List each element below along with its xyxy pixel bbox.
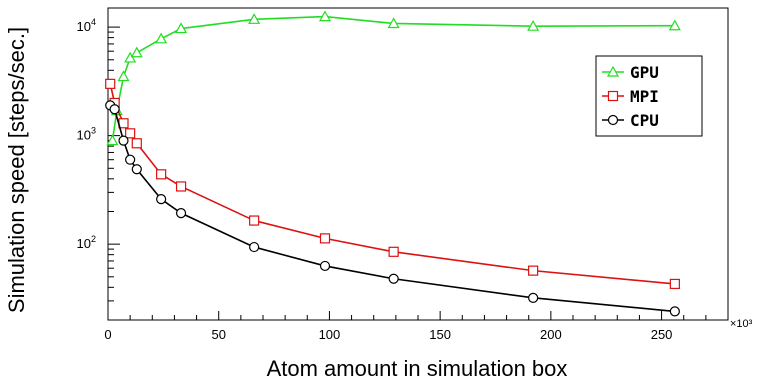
data-point-mpi — [669, 278, 680, 290]
data-point-gpu — [175, 22, 188, 34]
data-point-gpu — [527, 19, 540, 31]
data-point-mpi — [156, 169, 167, 180]
x-axis-multiplier: ×10³ — [730, 318, 753, 330]
data-point-mpi — [175, 181, 187, 192]
data-point-cpu — [175, 208, 187, 219]
y-axis-label: Simulation speed [steps/sec.] — [4, 27, 29, 313]
y-tick-label: 104 — [77, 17, 96, 34]
data-point-gpu — [668, 19, 681, 31]
legend-marker-cpu — [607, 114, 619, 126]
data-point-cpu — [125, 154, 136, 165]
plot-frame — [107, 7, 729, 321]
series-mpi — [105, 78, 680, 290]
data-point-cpu — [388, 273, 399, 284]
x-tick-label: 150 — [429, 327, 451, 342]
x-tick-label: 50 — [211, 327, 225, 342]
series-line-cpu — [109, 104, 675, 313]
x-tick-label: 0 — [104, 327, 111, 342]
series-cpu — [105, 100, 680, 317]
data-point-cpu — [131, 164, 142, 175]
x-axis-label: Atom amount in simulation box — [267, 356, 568, 381]
legend-marker-mpi — [607, 90, 619, 102]
data-point-gpu — [106, 134, 119, 146]
data-point-gpu — [248, 13, 261, 24]
series-line-gpu — [111, 15, 675, 141]
x-tick-label: 200 — [540, 327, 562, 342]
data-point-gpu — [318, 10, 332, 22]
data-point-cpu — [669, 306, 680, 317]
data-point-mpi — [249, 215, 260, 226]
x-tick-label: 250 — [651, 327, 673, 342]
y-tick-label: 103 — [77, 126, 96, 143]
data-point-mpi — [319, 233, 331, 244]
data-point-gpu — [130, 46, 143, 58]
legend-marker-gpu — [606, 65, 620, 77]
data-point-mpi — [528, 265, 539, 276]
legend: GPU MPI CPU — [595, 55, 703, 137]
x-tick-label: 100 — [319, 327, 341, 342]
data-point-mpi — [131, 138, 142, 149]
data-point-gpu — [124, 51, 137, 63]
legend-label-mpi: MPI — [630, 87, 659, 106]
data-point-cpu — [319, 260, 331, 272]
data-point-gpu — [117, 70, 130, 82]
data-point-mpi — [388, 246, 399, 257]
data-point-mpi — [118, 118, 129, 129]
data-point-cpu — [249, 241, 260, 253]
data-point-gpu — [387, 17, 400, 29]
data-point-cpu — [118, 135, 129, 146]
data-point-cpu — [528, 292, 539, 303]
data-point-cpu — [156, 194, 167, 205]
legend-label-gpu: GPU — [630, 63, 659, 82]
series-layer — [105, 10, 681, 317]
series-gpu — [106, 10, 681, 146]
legend-label-cpu: CPU — [630, 111, 659, 130]
data-point-cpu — [109, 104, 120, 115]
y-tick-label: 102 — [77, 234, 96, 251]
data-point-mpi — [105, 78, 116, 89]
data-point-mpi — [125, 128, 136, 139]
plot-axes: 0 50 100 150 200 250 102 103 104 — [77, 7, 729, 342]
data-point-gpu — [155, 32, 168, 44]
